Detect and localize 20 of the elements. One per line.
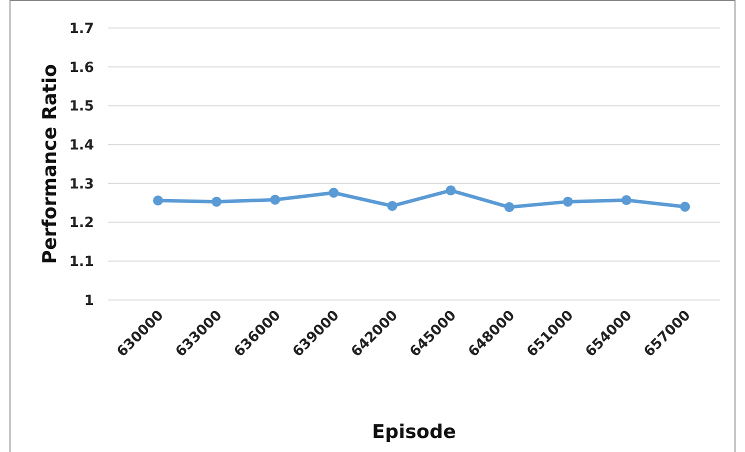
point (387, 200, 398, 211)
y-tick-label: 1.4 (69, 137, 94, 154)
point (212, 196, 222, 207)
point (680, 202, 690, 212)
y-tick-label: 1.3 (69, 176, 94, 192)
point (270, 194, 280, 205)
point (504, 202, 514, 212)
y-tick-label: 1.6 (69, 60, 94, 76)
y-tick-label: 1.7 (69, 20, 94, 37)
y-tick-label: 1.5 (69, 98, 94, 115)
y-tick-label: 1 (84, 292, 94, 309)
point (446, 185, 456, 196)
point (153, 196, 163, 206)
point (562, 196, 573, 207)
point (328, 188, 339, 198)
y-axis-title: Performance Ratio (39, 64, 61, 264)
point (621, 195, 632, 206)
y-tick-label: 1.1 (69, 254, 94, 270)
y-tick-label: 1.2 (69, 215, 94, 232)
x-axis-title: Episode (372, 421, 456, 443)
